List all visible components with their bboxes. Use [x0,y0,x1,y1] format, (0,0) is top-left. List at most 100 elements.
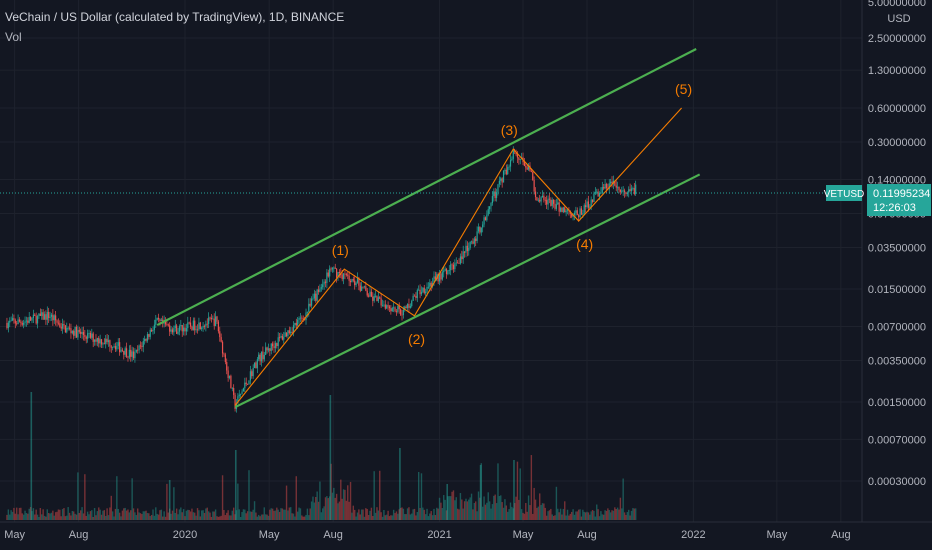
volume-bar [27,513,29,520]
candle-body [121,349,124,351]
volume-bar [441,508,444,520]
volume-bar [234,450,237,520]
candle-body [534,191,537,198]
candle-body [448,270,450,271]
candle-body [95,339,97,342]
channel-upper-line[interactable] [156,47,697,327]
candle-body [196,329,199,331]
candle-body [213,318,215,326]
candle-body [362,286,364,288]
volume-bar [166,483,168,520]
volume-bar [483,496,485,520]
candle-body [526,167,528,170]
volume-bar [196,508,199,520]
volume-bar [125,510,128,520]
price-axis-panel[interactable] [862,0,932,522]
volume-bar [507,511,509,520]
candle-body [587,201,589,208]
candle-body [188,322,190,324]
candle-body [244,382,246,389]
volume-bar [68,512,71,520]
channel-lines[interactable] [156,47,701,409]
volume-bar [24,510,26,520]
candle-body [98,337,100,344]
candle-body [288,330,290,334]
volume-bar [110,495,112,520]
candle-body [480,227,482,233]
candle-body [502,171,505,183]
volume-indicator-label[interactable]: Vol [5,30,22,44]
candle-body [355,282,357,286]
volume-bar [487,492,489,520]
candle-body [21,322,23,325]
candle-body [30,316,32,321]
volume-bar [395,511,398,520]
volume-bar [315,497,317,520]
volume-bar [381,516,384,520]
candle-body [482,224,484,228]
volume-bar [195,515,197,520]
candle-body [157,317,160,320]
volume-bar [256,516,259,520]
candle-body [234,394,236,409]
candle-body [585,205,587,208]
volume-bar [132,508,135,520]
candle-body [191,326,193,330]
time-axis-label: May [766,529,787,541]
volume-bar [162,516,164,520]
volume-bar [237,483,239,520]
candle-body [10,320,12,322]
volume-bar [511,506,513,520]
candle-body [422,287,424,292]
volume-bar [38,516,40,520]
candle-body [249,371,251,381]
volume-bar [283,509,285,520]
wave-polyline[interactable] [234,107,683,406]
candle-body [593,193,595,203]
volume-bar [437,508,439,520]
candle-body [53,315,55,321]
volume-bar [593,510,595,520]
candle-body [170,329,172,332]
candle-body [262,351,264,360]
volume-bar [430,511,432,520]
volume-bar [56,511,58,520]
candle-body [92,333,94,342]
volume-bar [157,514,160,520]
volume-bar [77,472,79,520]
volume-bar [520,509,523,520]
wave-lines[interactable] [234,107,683,406]
candle-body [215,316,217,326]
candle-body [330,268,332,270]
time-axis-labels[interactable]: May Aug 2020 May Aug 2021 May Aug 2022 May Aug [4,529,850,541]
volume-bar [127,509,129,520]
volume-bar [534,499,537,520]
volume-bar [555,486,558,520]
candle-body [280,335,282,338]
candle-body [144,338,146,341]
candle-body [231,388,233,389]
candle-body [285,332,288,337]
price-tick-label: 0.60000000 [868,103,926,115]
candle-body [61,323,64,329]
volume-bar [301,515,303,520]
candle-body [337,271,339,278]
price-tick-label: 2.50000000 [868,33,926,45]
volume-bar [43,515,46,520]
candle-body [119,342,121,353]
candle-body [233,388,235,395]
volume-bar [530,455,533,520]
volume-bar [241,512,243,520]
candle-body [377,297,379,302]
volume-bar [174,512,176,520]
volume-bar [155,507,157,520]
volume-bar [376,507,378,520]
channel-lower-line[interactable] [234,173,701,409]
candle-body [46,312,48,320]
volume-bar [221,475,224,520]
volume-bar [277,509,279,520]
candle-body [128,349,130,358]
candle-body [630,188,633,192]
